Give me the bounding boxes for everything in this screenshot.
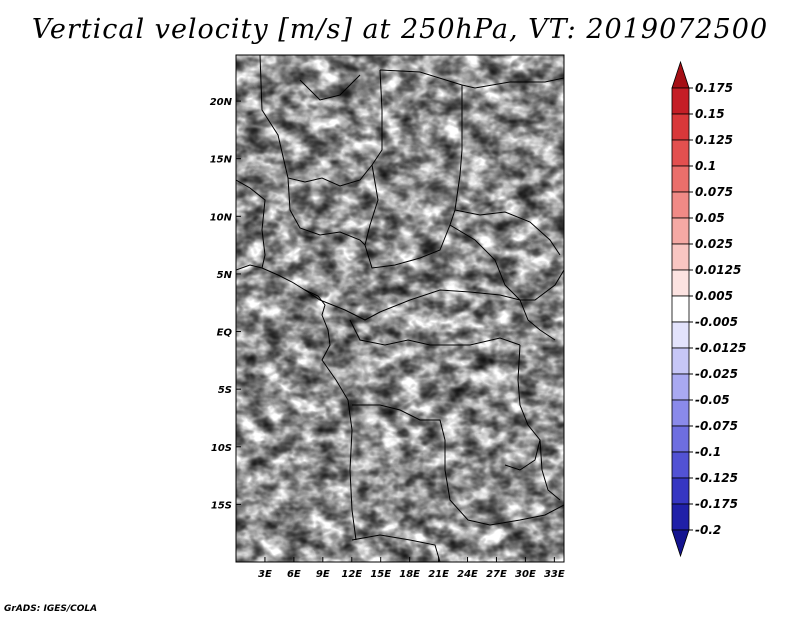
colorbar-segment: [671, 165, 690, 193]
x-tick-label: 6E: [287, 569, 301, 580]
colorbar-segment: [671, 321, 690, 349]
colorbar-label: -0.025: [695, 367, 738, 381]
x-tick-label: 27E: [486, 569, 507, 580]
x-axis: 3E 6E 9E 12E 15E 18E 21E 24E 27E 30E 33E: [258, 557, 565, 580]
x-tick-label: 18E: [399, 569, 420, 580]
colorbar-label: 0.15: [695, 107, 725, 121]
colorbar-segment: [671, 217, 690, 245]
x-tick-label: 12E: [341, 569, 362, 580]
y-tick-label: 5S: [218, 385, 232, 396]
x-tick-label: 3E: [258, 569, 272, 580]
x-tick-label: 33E: [544, 569, 565, 580]
colorbar-label: -0.0125: [695, 341, 746, 355]
colorbar-segment: [671, 113, 690, 141]
map-frame: [235, 54, 565, 563]
country-boundaries: [236, 55, 564, 562]
x-tick-label: 15E: [370, 569, 391, 580]
y-axis: 20N 15N 10N 5N EQ 5S 10S 15S: [210, 97, 241, 511]
colorbar-label: 0.175: [695, 81, 733, 95]
x-tick-label: 21E: [428, 569, 449, 580]
y-tick-label: 15S: [211, 500, 232, 511]
colorbar-label: -0.075: [695, 419, 738, 433]
colorbar-segment: [671, 425, 690, 453]
y-tick-label: EQ: [217, 328, 233, 339]
colorbar-label: -0.1: [695, 445, 721, 459]
colorbar: 0.175 0.15 0.125 0.1 0.075 0.05 0.025 0.0125 0.0…: [671, 60, 746, 558]
colorbar-segment: [671, 399, 690, 427]
colorbar-segment: [671, 503, 690, 531]
colorbar-label: 0.005: [695, 289, 733, 303]
colorbar-label: 0.125: [695, 133, 733, 147]
colorbar-label: -0.2: [695, 523, 721, 537]
y-tick-label: 5N: [217, 270, 233, 281]
colorbar-segment: [671, 243, 690, 271]
colorbar-label: 0.0125: [695, 263, 741, 277]
colorbar-label: -0.005: [695, 315, 738, 329]
colorbar-segment: [671, 477, 690, 505]
x-tick-label: 24E: [457, 569, 478, 580]
colorbar-label: 0.05: [695, 211, 725, 225]
colorbar-segment: [671, 451, 690, 479]
colorbar-segment: [671, 191, 690, 219]
colorbar-segment: [671, 373, 690, 401]
y-tick-label: 15N: [210, 155, 233, 166]
colorbar-segment: [671, 139, 690, 167]
x-tick-label: 9E: [316, 569, 330, 580]
page-title: Vertical velocity [m/s] at 250hPa, VT: 2…: [31, 14, 769, 45]
y-tick-label: 10N: [210, 212, 233, 223]
colorbar-label: 0.1: [695, 159, 716, 173]
colorbar-label: -0.125: [695, 471, 738, 485]
colorbar-label: -0.05: [695, 393, 730, 407]
x-tick-label: 30E: [515, 569, 536, 580]
colorbar-label: 0.025: [695, 237, 733, 251]
colorbar-segment: [671, 347, 690, 375]
colorbar-segment: [671, 60, 690, 89]
colorbar-label: 0.075: [695, 185, 733, 199]
y-tick-label: 20N: [210, 97, 233, 108]
colorbar-segment: [671, 295, 690, 323]
grads-credit: GrADS: IGES/COLA: [4, 604, 98, 614]
colorbar-segment: [671, 269, 690, 297]
colorbar-segment: [671, 529, 690, 558]
velocity-field: [236, 55, 564, 562]
colorbar-segment: [671, 87, 690, 115]
y-tick-label: 10S: [211, 443, 232, 454]
colorbar-label: -0.175: [695, 497, 738, 511]
